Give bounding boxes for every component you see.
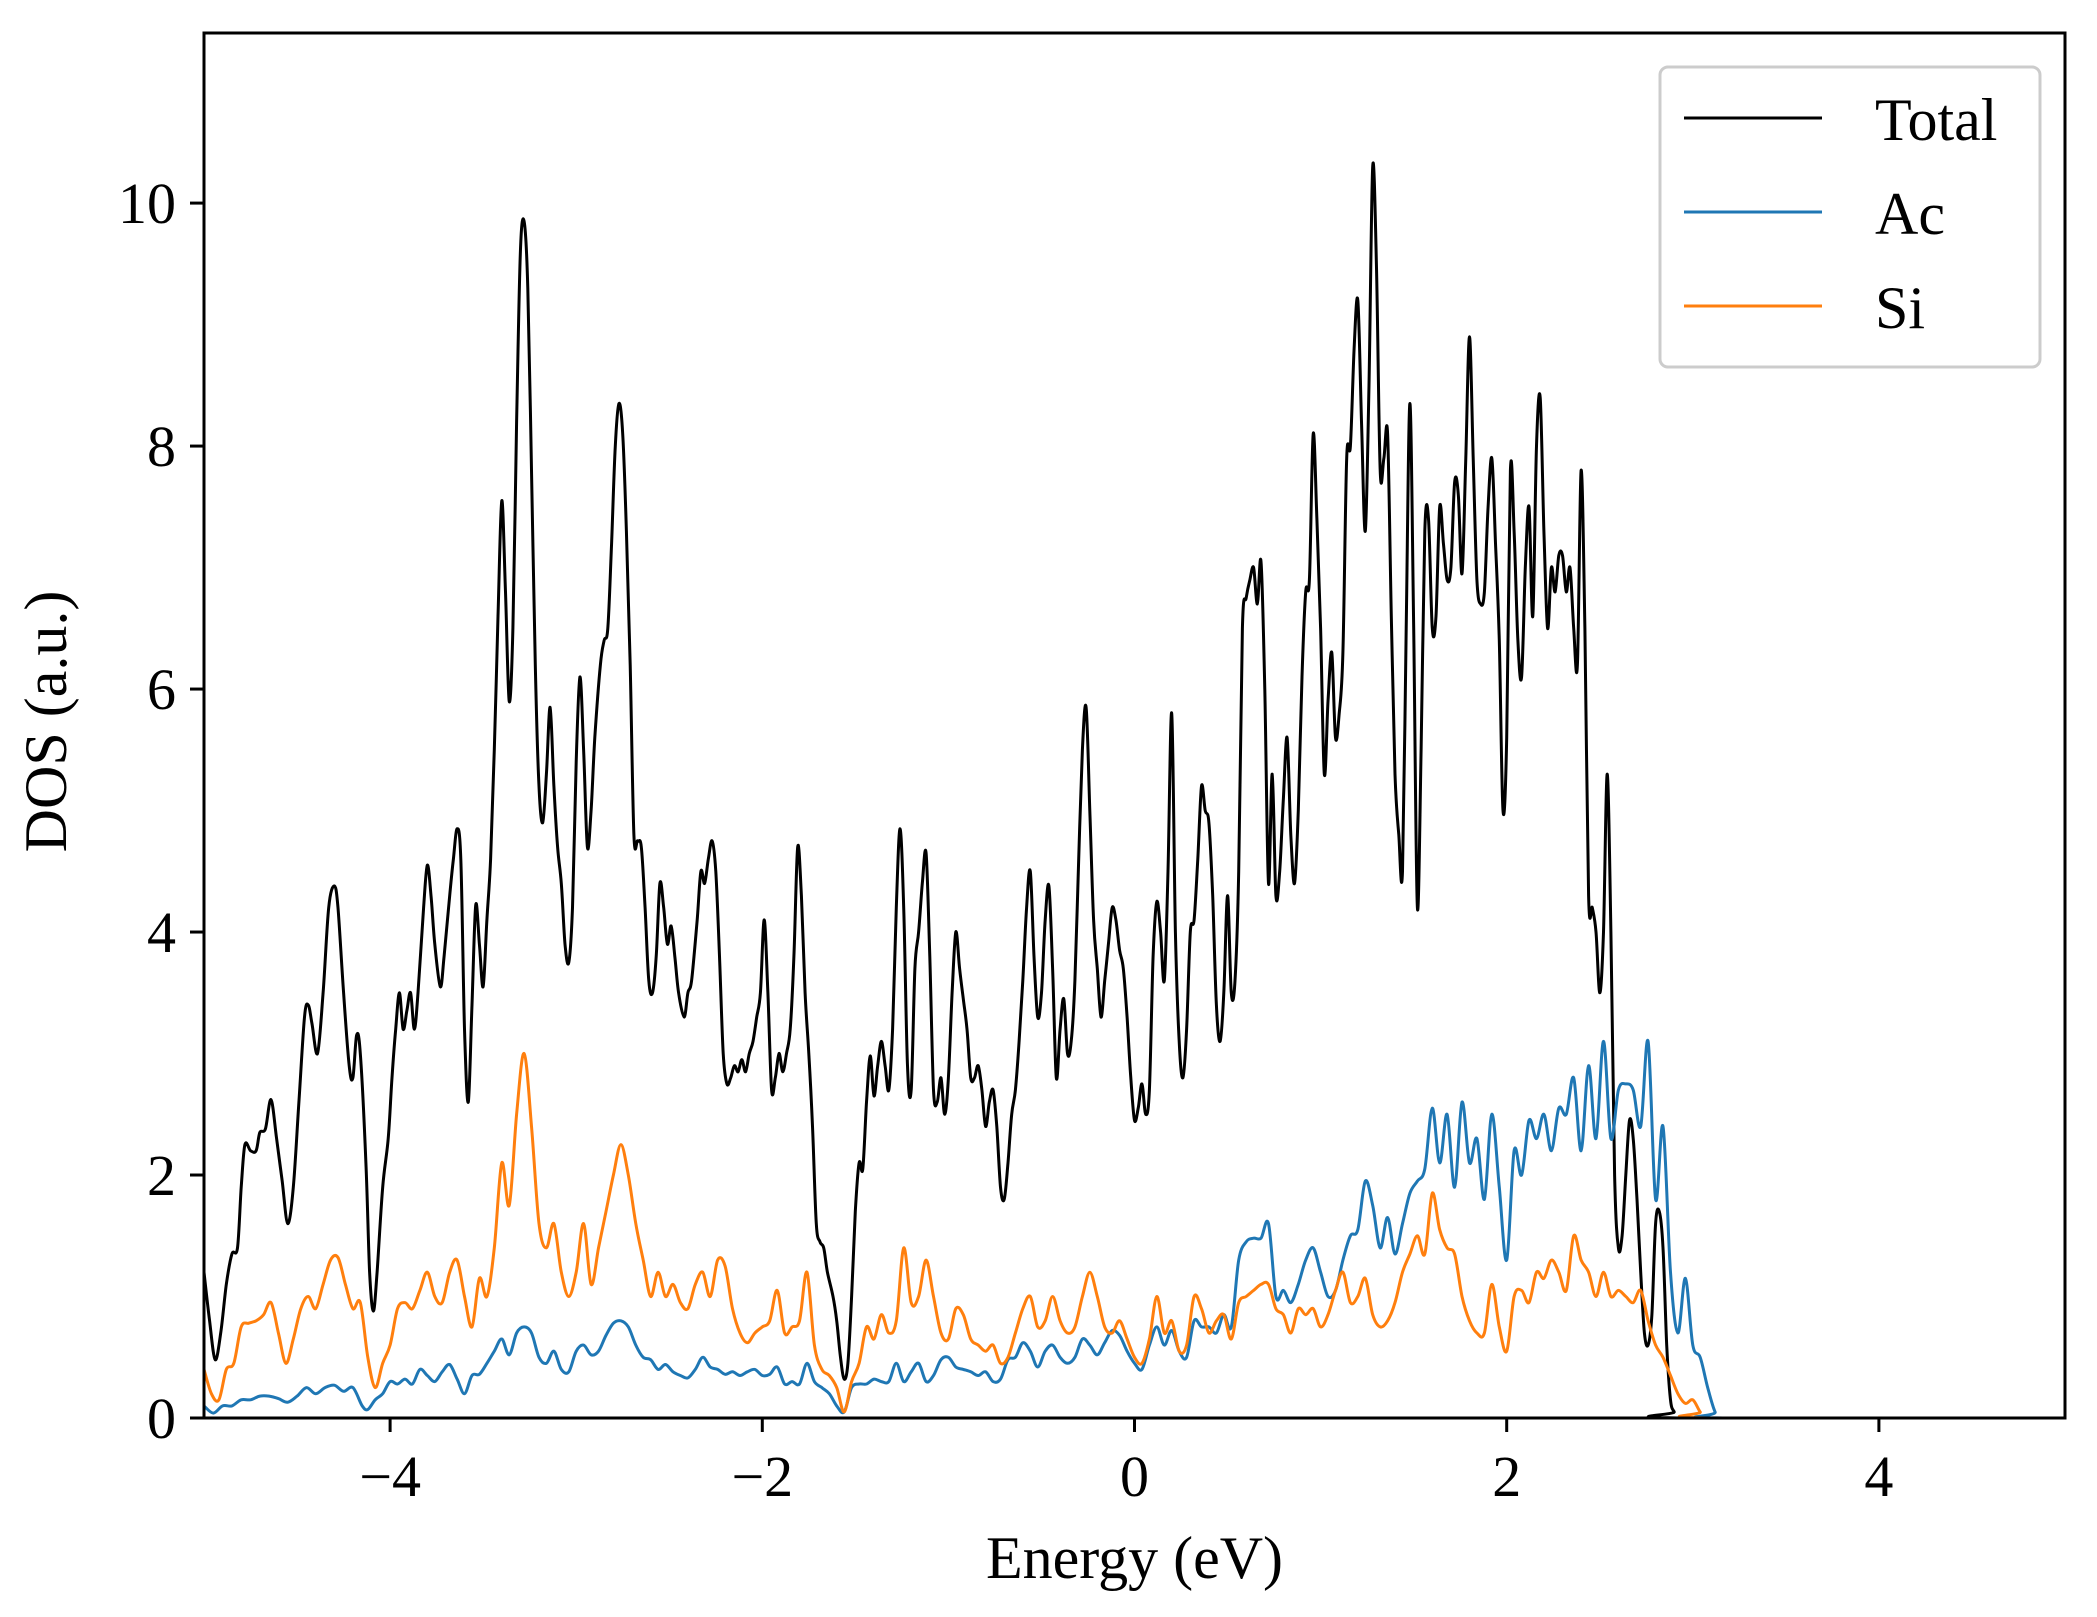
- legend-item-total: Total: [1684, 87, 1997, 153]
- y-tick-label: 10: [118, 171, 176, 236]
- x-tick-label: −2: [731, 1444, 793, 1509]
- x-axis-label: Energy (eV): [986, 1525, 1283, 1591]
- y-tick-label: 0: [147, 1386, 176, 1451]
- series-line-total: [204, 161, 2065, 1418]
- legend-label: Ac: [1875, 181, 1945, 247]
- y-tick-label: 6: [147, 657, 176, 722]
- y-axis-label: DOS (a.u.): [13, 591, 79, 853]
- series-line-ac: [204, 1038, 2065, 1418]
- legend-label: Si: [1875, 275, 1925, 341]
- x-tick-label: −4: [359, 1444, 421, 1509]
- legend-item-ac: Ac: [1684, 181, 1945, 247]
- x-tick-label: 2: [1492, 1444, 1521, 1509]
- legend-box: [1658, 65, 2042, 369]
- series-line-si: [204, 1051, 2065, 1418]
- legend-label: Total: [1875, 87, 1997, 153]
- x-tick-label: 0: [1120, 1444, 1149, 1509]
- y-tick-label: 8: [147, 414, 176, 479]
- x-tick-label: 4: [1864, 1444, 1893, 1509]
- y-tick-label: 4: [147, 900, 176, 965]
- legend-item-si: Si: [1684, 275, 1925, 341]
- x-axis-ticks: −4 −2 0 2 4: [359, 1418, 1893, 1509]
- y-axis-ticks: 0 2 4 6 8 10: [118, 171, 204, 1451]
- legend: Total Ac Si: [1658, 65, 2042, 369]
- series-layer: [204, 161, 2065, 1418]
- y-tick-label: 2: [147, 1143, 176, 1208]
